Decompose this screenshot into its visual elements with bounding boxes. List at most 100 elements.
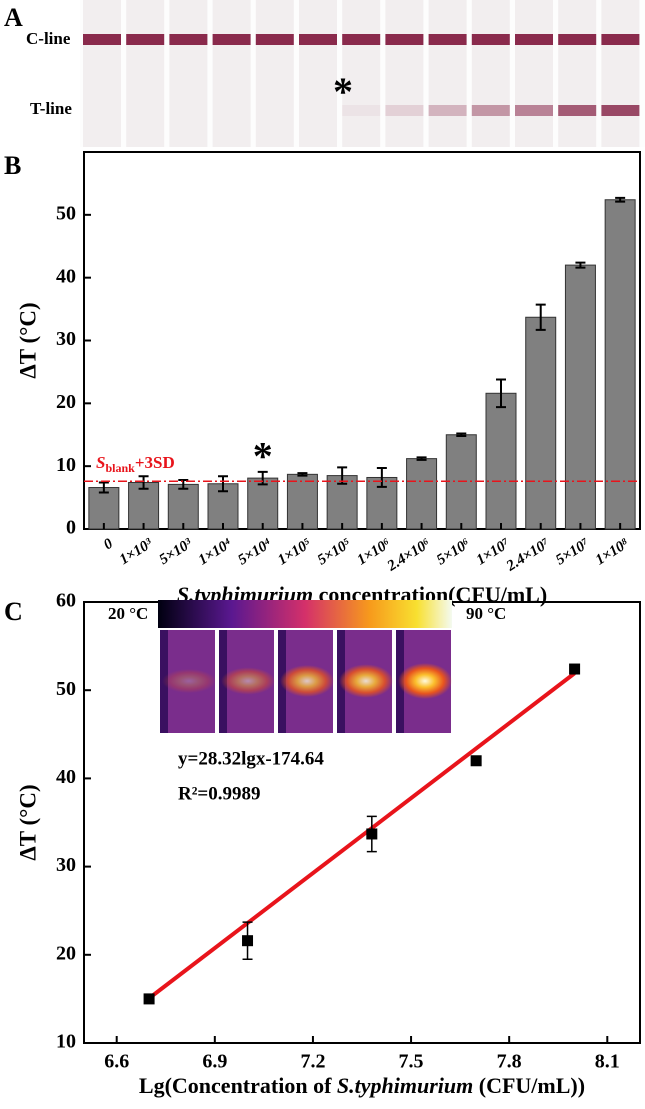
test-strip: [558, 0, 597, 147]
test-strip: [515, 0, 553, 147]
colorbar: [158, 600, 452, 628]
axis-frame: [83, 151, 641, 530]
x-tick-label: 5×10⁷: [553, 535, 593, 568]
error-bar: [98, 481, 109, 494]
error-bar: [297, 472, 308, 477]
t-line-band: [428, 105, 467, 116]
c-line-band: [255, 34, 294, 45]
data-point: [143, 993, 155, 1005]
test-strip: [601, 0, 640, 147]
y-tick-label: 10: [56, 1031, 76, 1053]
threshold-label-part: S: [96, 453, 105, 472]
x-tick-label: 5×10³: [157, 535, 196, 568]
panel-label: A: [4, 3, 23, 32]
x-tick-label: 5×10⁴: [235, 536, 274, 569]
panel-label: B: [4, 151, 21, 180]
bar: [485, 392, 517, 530]
test-strip: [471, 0, 510, 147]
error-bar: [218, 475, 228, 493]
error-bar: [376, 467, 387, 488]
test-strip: [299, 0, 337, 147]
fit-line: [147, 671, 576, 1000]
bar: [564, 264, 596, 530]
colorbar-high-label: 90 °C: [466, 604, 506, 623]
c-line-band: [471, 34, 510, 45]
bar: [406, 458, 438, 530]
y-tick-label: 50: [56, 202, 76, 224]
y-tick-label: 20: [56, 391, 76, 413]
threshold-label: Sblank+3SD: [96, 453, 175, 475]
data-point: [242, 935, 254, 947]
test-strip: [169, 0, 208, 147]
thermal-glow: [221, 667, 275, 695]
error-bar: [535, 303, 546, 331]
data-point: [569, 663, 581, 675]
c-line-band: [558, 34, 597, 45]
thermal-glow: [339, 664, 393, 698]
test-strip: [342, 0, 381, 147]
c-line-band: [212, 34, 251, 45]
x-axis-label-part: (CFU/mL)): [473, 1073, 585, 1098]
x-tick-label: 6.6: [104, 1051, 129, 1073]
threshold-label-part: +3SD: [135, 453, 175, 472]
y-tick-label: 50: [56, 678, 76, 700]
c-line-band: [428, 34, 467, 45]
bar: [525, 316, 557, 530]
c-line-band: [385, 34, 424, 45]
x-tick-label: 6.9: [202, 1051, 227, 1073]
y-axis-label: ΔT (°C): [15, 302, 40, 378]
c-line-band: [83, 34, 121, 45]
x-tick-label: 1×10³: [117, 535, 156, 568]
thermal-glow: [398, 663, 452, 699]
bar: [247, 477, 279, 530]
x-tick-label: 8.1: [595, 1051, 620, 1073]
x-tick-label: 7.2: [300, 1051, 325, 1073]
thermal-glow: [162, 669, 216, 693]
test-strip: [212, 0, 251, 147]
fit-r2: R²=0.9989: [178, 783, 261, 804]
data-point: [470, 755, 482, 767]
t-line-band: [515, 105, 553, 116]
t-line-band: [601, 105, 640, 116]
y-tick-label: 10: [56, 454, 76, 476]
t-line-band: [342, 105, 381, 116]
error-bar: [575, 261, 586, 269]
x-axis-label-part: Lg(Concentration of: [139, 1073, 337, 1098]
error-bar: [138, 475, 149, 490]
x-tick-label: 7.8: [497, 1051, 522, 1073]
test-strip: [385, 0, 424, 147]
t-line-label: T-line: [30, 99, 72, 118]
star-marker: *: [253, 433, 273, 478]
error-bar: [456, 432, 467, 438]
error-bar: [416, 456, 427, 461]
x-tick-label: 2.4×10⁶: [384, 536, 434, 575]
c-line-band: [169, 34, 208, 45]
y-tick-label: 20: [56, 942, 76, 964]
threshold-label-part: blank: [105, 461, 135, 475]
y-tick-label: 0: [66, 517, 76, 539]
x-tick-label: 1×10⁵: [275, 536, 314, 569]
star-marker: *: [333, 69, 353, 114]
x-axis-label: Lg(Concentration of S.typhimurium (CFU/m…: [139, 1073, 585, 1098]
t-line-band: [385, 105, 424, 116]
c-line-band: [342, 34, 381, 45]
c-line-band: [601, 34, 640, 45]
x-tick-label: 2.4×10⁷: [503, 535, 553, 575]
bar: [88, 487, 120, 530]
error-bar: [178, 478, 189, 490]
t-line-band: [471, 105, 510, 116]
x-tick-label: 5×10⁶: [434, 536, 473, 569]
t-line-band: [558, 105, 597, 116]
x-tick-label: 1×10⁸: [593, 536, 632, 569]
test-strip: [126, 0, 165, 147]
bar: [604, 199, 636, 530]
y-axis-label: ΔT (°C): [15, 784, 40, 860]
y-tick-label: 40: [56, 766, 76, 788]
bar: [286, 473, 318, 530]
test-strip: [255, 0, 294, 147]
error-bar: [496, 378, 506, 409]
bar: [167, 483, 199, 530]
c-line-label: C-line: [26, 29, 71, 48]
